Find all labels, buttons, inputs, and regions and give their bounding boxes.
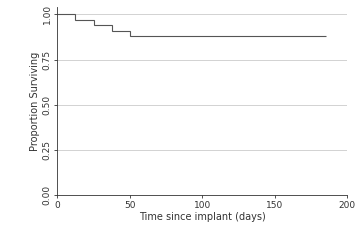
- Y-axis label: Proportion Surviving: Proportion Surviving: [30, 51, 40, 151]
- X-axis label: Time since implant (days): Time since implant (days): [139, 213, 266, 223]
